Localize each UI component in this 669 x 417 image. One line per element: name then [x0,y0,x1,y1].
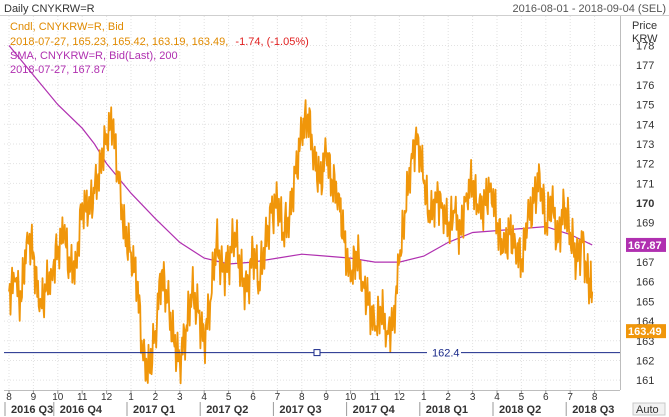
legend-candle-values: 2018-07-27, 165.23, 165.42, 163.19, 163.… [10,36,309,48]
chart-title: Daily CNYKRW=R [4,3,95,15]
price-axis-unit: KRW [632,33,658,45]
quarter-label: 2016 Q4 [60,404,103,416]
price-tick-label: 163 [636,336,654,348]
month-tick-label: 3 [177,392,183,403]
date-range: 2016-08-01 - 2018-09-04 (SEL) [513,3,666,15]
quarter-label: 2018 Q1 [426,404,468,416]
auto-scale-button[interactable] [632,402,666,416]
horizontal-line-handle[interactable] [313,349,321,357]
legend-sma-values: 2018-07-27, 167.87 [10,64,106,76]
last-price-badge-text: 163.49 [628,326,662,338]
month-tick-label: 8 [6,392,12,403]
month-tick-label: 3 [470,392,476,403]
price-tick-label: 172 [636,159,654,171]
quarter-label: 2018 Q2 [499,404,541,416]
month-tick-label: 6 [250,392,256,403]
price-line [8,99,594,385]
month-tick-label: 8 [299,392,305,403]
month-tick-label: 10 [345,392,357,403]
month-tick-label: 9 [323,392,329,403]
month-tick-label: 1 [128,392,134,403]
horizontal-line-label: 162.4 [432,348,460,360]
month-tick-label: 9 [31,392,37,403]
sma-200-line [8,45,593,265]
quarter-label: 2016 Q3 [11,404,53,416]
month-tick-label: 12 [101,392,113,403]
month-tick-label: 5 [226,392,232,403]
month-tick-label: 10 [52,392,64,403]
month-tick-label: 2 [153,392,159,403]
price-tick-label: 166 [636,277,654,289]
quarter-label: 2017 Q3 [279,404,321,416]
horizontal-line-label-bg [427,345,461,359]
month-tick-label: 7 [275,392,281,403]
price-tick-label: 175 [636,100,654,112]
quarter-label: 2017 Q2 [206,404,248,416]
price-tick-label: 174 [636,119,654,131]
quarter-label: 2017 Q4 [353,404,396,416]
price-tick-label: 173 [636,139,654,151]
auto-scale-button-label: Auto [636,404,659,416]
month-tick-label: 12 [394,392,406,403]
month-tick-label: 4 [201,392,207,403]
price-tick-label: 178 [636,41,654,53]
time-axis-ticks: 8 9 10 11 12 1 2 3 4 5 6 7 8 9 10 11 12 1 2 3 4 5 6 7 8 [6,390,598,403]
legend-candle-ohlc: 2018-07-27, 165.23, 165.42, 163.19, 163.… [10,36,228,48]
quarter-label: 2018 Q3 [572,404,614,416]
price-tick-label: 165 [636,296,654,308]
month-tick-label: 11 [370,392,381,403]
quarter-label: 2017 Q1 [133,404,175,416]
month-tick-label: 8 [592,392,598,403]
price-tick-label: 162 [636,355,654,367]
month-tick-label: 4 [494,392,500,403]
time-axis-quarters: 2016 Q3 2016 Q4 2017 Q1 2017 Q2 2017 Q3 2017 … [4,402,614,416]
price-tick-label: 176 [636,80,654,92]
price-tick-label: 177 [636,60,654,72]
legend-candle-change: -1.74, (-1.05%) [235,36,308,48]
price-axis-title: Price [632,20,657,32]
price-tick-label: 170 [636,198,654,210]
price-tick-label: 169 [636,218,654,230]
header-bar [0,0,669,15]
month-tick-label: 6 [543,392,549,403]
legend: Cndl, CNYKRW=R, Bid 2018-07-27, 165.23, … [10,21,309,76]
month-tick-label: 2 [445,392,451,403]
legend-candle-label: Cndl, CNYKRW=R, Bid [10,21,124,33]
month-tick-label: 7 [567,392,573,403]
month-tick-label: 11 [77,392,88,403]
last-price-badge [626,324,666,339]
month-tick-label: 1 [421,392,427,403]
price-tick-label: 161 [636,375,654,387]
sma-value-badge [626,237,666,252]
sma-value-badge-text: 167.87 [628,240,662,252]
price-tick-label: 167 [636,257,654,269]
price-axis-ticks: 1611621631641651661671681691701711721731… [636,41,654,388]
month-tick-label: 5 [519,392,525,403]
price-tick-label: 171 [636,178,654,190]
legend-sma-label: SMA, CNYKRW=R, Bid(Last), 200 [10,50,178,62]
